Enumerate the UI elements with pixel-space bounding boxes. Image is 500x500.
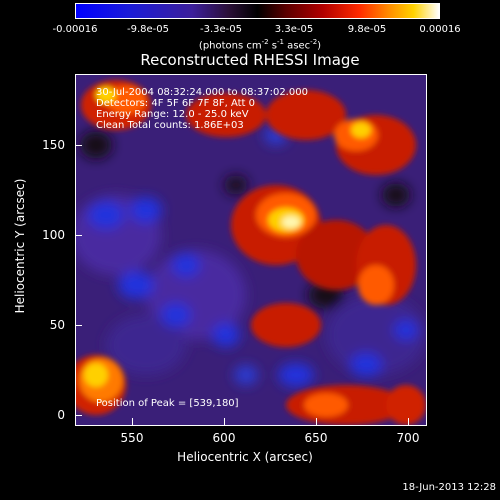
x-tickmark (408, 418, 409, 425)
x-tickmark (316, 418, 317, 425)
x-tick-label: 600 (212, 431, 236, 445)
colorbar-units: (photons cm-2 s-1 asec-2) (198, 38, 322, 52)
y-tick-label: 100 (42, 228, 65, 242)
info-detectors: Detectors: 4F 5F 6F 7F 8F, Att 0 (96, 98, 256, 109)
x-tick-label: 700 (396, 431, 420, 445)
y-tick-label: 50 (49, 318, 65, 332)
x-tick-label: 550 (120, 431, 144, 445)
colorbar-tick-label: -9.8e-05 (127, 24, 169, 35)
info-energy-range: Energy Range: 12.0 - 25.0 keV (96, 109, 249, 120)
reconstructed-image (76, 75, 426, 425)
x-tickmark (224, 418, 225, 425)
colorbar-tick-label: -0.00016 (52, 24, 98, 35)
colorbar-tick-label: -3.3e-05 (200, 24, 242, 35)
x-tickmark (132, 418, 133, 425)
image-plot-area: 30-Jul-2004 08:32:24.000 to 08:37:02.000… (75, 74, 427, 426)
colorbar-tick-label: 0.00016 (419, 24, 461, 35)
peak-position: Position of Peak = [539,180] (96, 398, 239, 409)
info-time-range: 30-Jul-2004 08:32:24.000 to 08:37:02.000 (96, 87, 308, 98)
timestamp: 18-Jun-2013 12:28 (402, 482, 496, 493)
y-tickmark (75, 325, 82, 326)
plot-title: Reconstructed RHESSI Image (140, 51, 360, 69)
y-axis-label: Heliocentric Y (arcsec) (13, 178, 27, 314)
y-tick-label: 0 (57, 408, 65, 422)
y-tickmark (75, 415, 82, 416)
y-tick-label: 150 (42, 138, 65, 152)
x-axis-label: Heliocentric X (arcsec) (177, 450, 313, 464)
colorbar-tick-label: 9.8e-05 (347, 24, 387, 35)
colorbar (75, 3, 440, 19)
y-tickmark (75, 235, 82, 236)
x-tick-label: 650 (304, 431, 328, 445)
info-clean-counts: Clean Total counts: 1.86E+03 (96, 120, 244, 131)
colorbar-tick-label: 3.3e-05 (274, 24, 314, 35)
y-tickmark (75, 145, 82, 146)
